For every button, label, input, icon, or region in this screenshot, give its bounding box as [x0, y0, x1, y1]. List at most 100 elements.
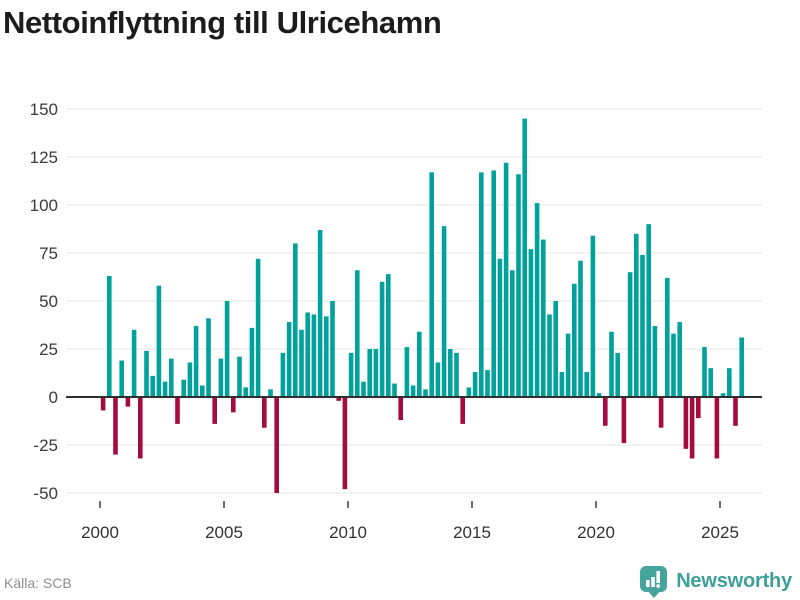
- bar: [720, 393, 726, 397]
- bar: [665, 277, 670, 397]
- bar: [175, 397, 180, 424]
- bar: [541, 239, 546, 397]
- bar: [404, 347, 410, 397]
- y-tick-label: 125: [30, 148, 58, 167]
- bar: [671, 333, 676, 397]
- bar: [689, 397, 695, 459]
- bar: [262, 397, 267, 428]
- bar: [373, 349, 379, 397]
- bar: [497, 258, 503, 397]
- bar: [603, 397, 608, 426]
- y-tick-label: 25: [39, 340, 58, 359]
- bar: [596, 393, 602, 397]
- bar: [702, 347, 707, 397]
- bar: [727, 368, 732, 397]
- bar: [534, 203, 540, 397]
- bar: [100, 397, 106, 411]
- bar: [609, 331, 614, 397]
- bar: [435, 362, 441, 397]
- bar: [584, 372, 589, 397]
- chart-title: Nettoinflyttning till Ulricehamn: [3, 5, 442, 40]
- newsworthy-wordmark: Newsworthy: [676, 569, 792, 592]
- bar: [448, 349, 453, 397]
- bar: [652, 325, 658, 397]
- bar: [739, 337, 744, 397]
- bar: [212, 397, 217, 424]
- bar: [472, 372, 478, 397]
- newsworthy-icon: [640, 566, 668, 598]
- bar: [218, 358, 224, 397]
- bar: [386, 274, 391, 397]
- x-tick-label: 2010: [329, 523, 367, 542]
- bar: [342, 397, 348, 490]
- x-tick-label: 2020: [577, 523, 615, 542]
- bar: [590, 235, 596, 397]
- bar: [658, 397, 664, 428]
- y-tick-label: -50: [33, 484, 58, 503]
- bar: [255, 258, 261, 397]
- bar: [640, 254, 645, 397]
- bar: [311, 314, 317, 397]
- bar: [299, 329, 304, 397]
- bar: [138, 397, 143, 459]
- bar: [336, 397, 341, 401]
- bar: [249, 327, 255, 397]
- bar: [417, 331, 422, 397]
- bar: [677, 322, 682, 397]
- bar: [708, 368, 713, 397]
- bar: [553, 301, 558, 397]
- bar: [113, 397, 118, 455]
- y-tick-label: -25: [33, 436, 58, 455]
- bar: [714, 397, 720, 459]
- bar: [466, 387, 472, 397]
- bar: [572, 283, 577, 397]
- bar: [187, 362, 193, 397]
- bar: [169, 358, 174, 397]
- bar: [193, 325, 199, 397]
- bar: [627, 272, 633, 397]
- bar: [696, 397, 701, 419]
- source-label: Källa: SCB: [4, 575, 72, 591]
- bar: [237, 356, 242, 397]
- chart-footer: Källa: SCB Newsworthy: [0, 560, 800, 600]
- bar: [503, 162, 509, 397]
- bar: [293, 243, 298, 397]
- bar: [324, 316, 329, 397]
- y-tick-label: 50: [39, 292, 58, 311]
- bar: [200, 385, 205, 397]
- bar: [181, 379, 186, 397]
- x-axis: 2000 2005 2010 2015 2020 2025: [81, 501, 739, 542]
- bar: [206, 318, 211, 397]
- bar: [379, 281, 385, 397]
- gridlines: [66, 108, 762, 494]
- bar: [268, 389, 273, 397]
- bar: [683, 397, 689, 449]
- bar: [578, 260, 583, 397]
- bar: [274, 397, 279, 493]
- bar: [547, 314, 552, 397]
- newsworthy-logo: Newsworthy: [639, 563, 792, 599]
- bar: [231, 397, 236, 413]
- bar: [646, 224, 651, 397]
- y-tick-label: 150: [30, 100, 58, 119]
- y-tick-label: 100: [30, 196, 58, 215]
- bar: [131, 329, 137, 397]
- bar: [429, 172, 434, 397]
- bar: [441, 226, 447, 397]
- bar: [125, 397, 131, 407]
- bar: [348, 352, 354, 397]
- bar: [243, 387, 248, 397]
- bar: [398, 397, 403, 421]
- bar: [485, 370, 490, 397]
- bar: [454, 352, 459, 397]
- bar: [156, 285, 162, 397]
- bar: [510, 270, 515, 397]
- bar: [621, 397, 627, 444]
- bar: [150, 375, 155, 397]
- bar: [565, 333, 571, 397]
- bar: [119, 360, 124, 397]
- bar: [367, 349, 372, 397]
- x-tick-label: 2000: [81, 523, 119, 542]
